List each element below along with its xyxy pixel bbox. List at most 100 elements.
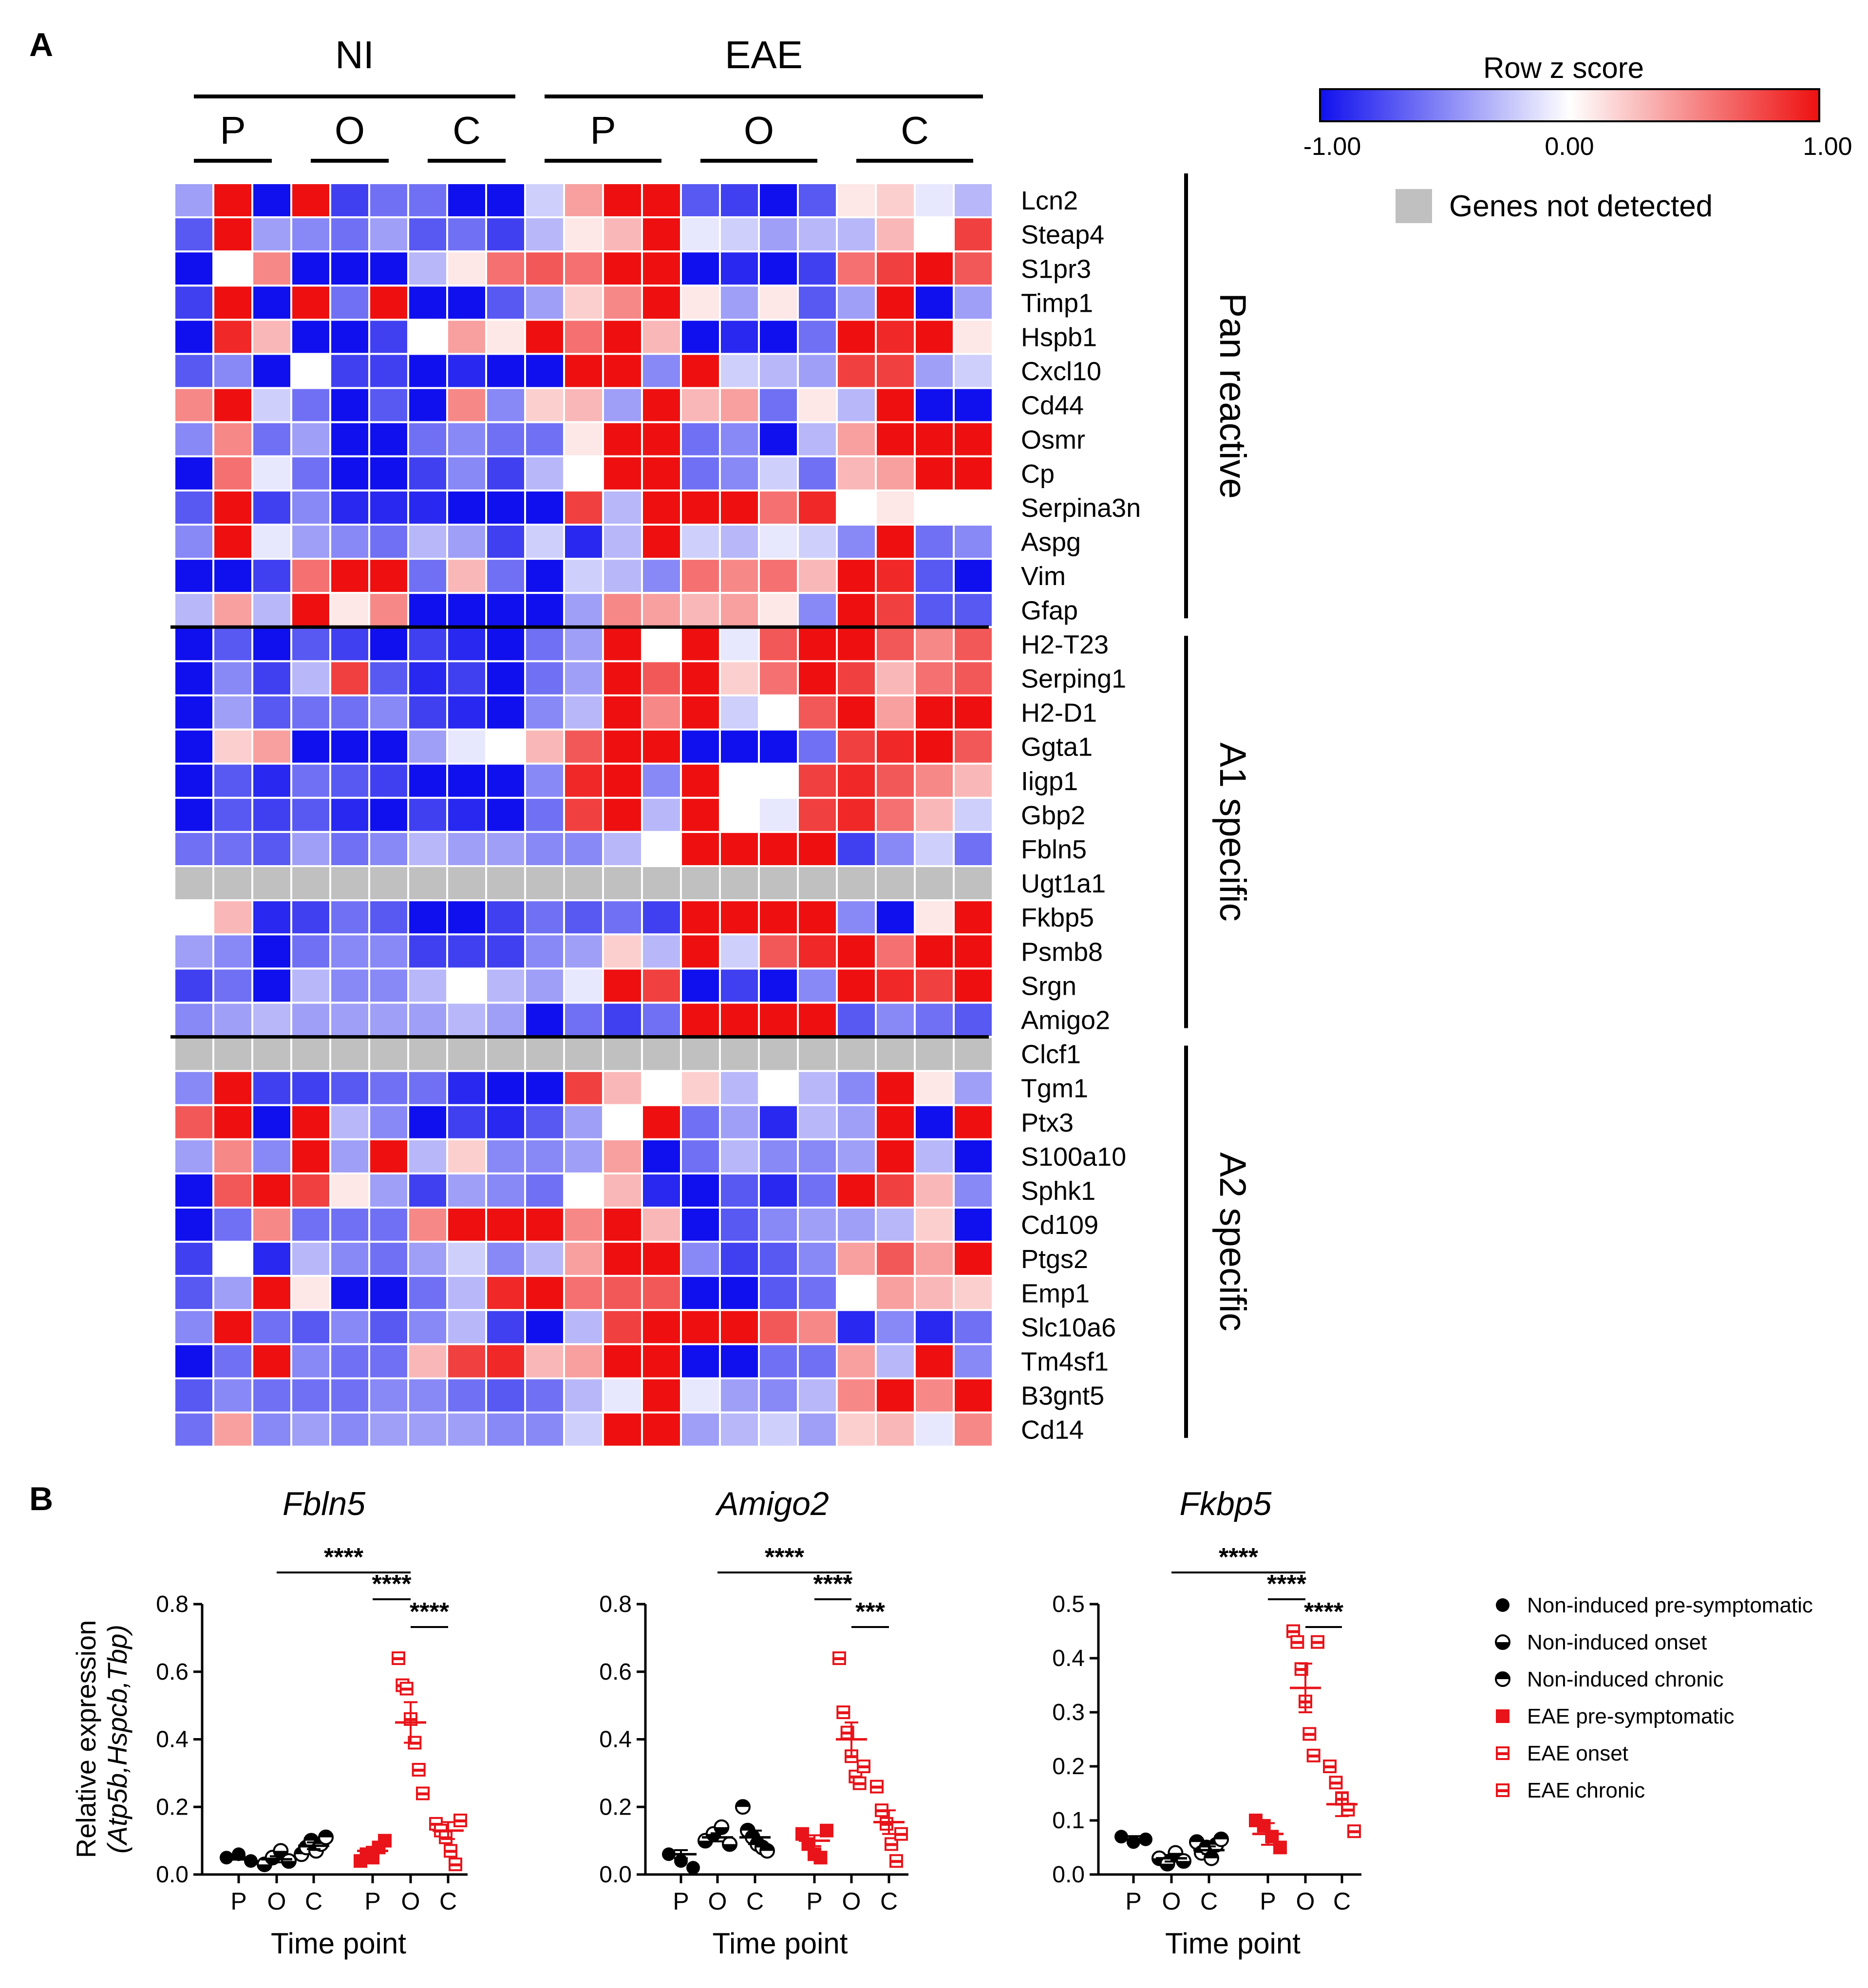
heatmap-cell bbox=[875, 592, 916, 628]
heatmap-cell bbox=[329, 967, 370, 1004]
y-tick-label: 0.2 bbox=[1052, 1754, 1085, 1780]
heatmap-cell bbox=[251, 831, 292, 868]
y-tick-label: 0.8 bbox=[599, 1591, 632, 1617]
heatmap-cell bbox=[329, 865, 370, 902]
heatmap-cell bbox=[797, 899, 838, 936]
heatmap-cell bbox=[329, 728, 370, 765]
data-point-fill bbox=[1496, 1642, 1509, 1649]
data-point-fill bbox=[853, 1782, 866, 1785]
heatmap-cell bbox=[758, 933, 799, 970]
gene-label: Emp1 bbox=[1021, 1279, 1090, 1308]
heatmap-cell bbox=[407, 182, 448, 219]
heatmap-cell bbox=[329, 319, 370, 355]
gene-label: Ptgs2 bbox=[1021, 1245, 1088, 1274]
heatmap-cell bbox=[407, 1002, 448, 1038]
significance-label: **** bbox=[813, 1570, 853, 1598]
data-point-fill bbox=[858, 1765, 869, 1768]
heatmap-cell bbox=[290, 319, 331, 355]
heatmap-cell bbox=[953, 1343, 994, 1380]
heatmap-cell bbox=[719, 1002, 760, 1038]
heatmap-cell bbox=[914, 1070, 955, 1106]
heatmap-cell bbox=[914, 1309, 955, 1345]
heatmap-cell bbox=[407, 694, 448, 731]
heatmap-cell bbox=[914, 1172, 955, 1209]
heatmap-cell bbox=[641, 1343, 682, 1380]
heatmap-cell bbox=[953, 1036, 994, 1072]
heatmap-cell bbox=[446, 1172, 487, 1209]
heatmap-cell bbox=[563, 353, 604, 389]
heatmap-cell bbox=[563, 1309, 604, 1345]
gene-label: Cd44 bbox=[1021, 391, 1084, 420]
heatmap-cell bbox=[836, 1207, 877, 1243]
heatmap-cell bbox=[251, 1241, 292, 1277]
significance-label: **** bbox=[1267, 1570, 1307, 1598]
heatmap-cell bbox=[719, 660, 760, 697]
heatmap-cell bbox=[563, 660, 604, 697]
heatmap-cell bbox=[524, 1172, 565, 1209]
heatmap-cell bbox=[953, 1309, 994, 1345]
heatmap-cell bbox=[797, 762, 838, 799]
heatmap-cell bbox=[719, 182, 760, 219]
heatmap-cell bbox=[173, 762, 214, 799]
heatmap-cell bbox=[485, 489, 526, 526]
heatmap-cell bbox=[602, 558, 643, 594]
heatmap-cell bbox=[368, 182, 409, 219]
heatmap-cell bbox=[563, 387, 604, 423]
heatmap-cell bbox=[602, 796, 643, 833]
heatmap-cell bbox=[836, 831, 877, 868]
heatmap-cell bbox=[914, 1275, 955, 1311]
heatmap-cell bbox=[251, 1411, 292, 1448]
x-tick-label: P bbox=[364, 1888, 380, 1915]
heatmap-cell bbox=[602, 1275, 643, 1311]
heatmap-cell bbox=[524, 558, 565, 594]
heatmap-cell bbox=[173, 353, 214, 389]
heatmap-cell bbox=[251, 1309, 292, 1345]
heatmap-cell bbox=[251, 592, 292, 628]
heatmap-cell bbox=[446, 353, 487, 389]
heatmap-cell bbox=[641, 1172, 682, 1209]
x-tick-label: P bbox=[230, 1888, 246, 1915]
heatmap-cell bbox=[290, 387, 331, 423]
heatmap-cell bbox=[368, 558, 409, 594]
data-point bbox=[813, 1851, 828, 1865]
heatmap-cell bbox=[290, 1309, 331, 1345]
heatmap-cell bbox=[797, 387, 838, 423]
heatmap-cell bbox=[836, 284, 877, 321]
colorbar-mid-label: 0.00 bbox=[1545, 133, 1594, 161]
heatmap-cell bbox=[368, 1138, 409, 1174]
heatmap-cell bbox=[290, 421, 331, 457]
heatmap-cell bbox=[797, 626, 838, 663]
heatmap-cell bbox=[563, 1070, 604, 1106]
heatmap-cell bbox=[875, 250, 916, 287]
heatmap-cell bbox=[251, 933, 292, 970]
heatmap-cell bbox=[173, 489, 214, 526]
heatmap-cell bbox=[173, 250, 214, 287]
heatmap-cell bbox=[524, 1275, 565, 1311]
heatmap-cell bbox=[485, 455, 526, 492]
data-point-fill bbox=[1160, 1863, 1174, 1871]
heatmap-cell bbox=[641, 1275, 682, 1311]
gene-label: Iigp1 bbox=[1021, 767, 1078, 796]
heatmap-cell bbox=[368, 353, 409, 389]
heatmap-cell bbox=[485, 1275, 526, 1311]
heatmap-cell bbox=[719, 558, 760, 594]
heatmap-cell bbox=[953, 1207, 994, 1243]
heatmap-cell bbox=[563, 524, 604, 560]
heatmap-cell bbox=[875, 967, 916, 1004]
heatmap-cell bbox=[680, 831, 721, 868]
heatmap-cell bbox=[797, 1070, 838, 1106]
heatmap-cell bbox=[173, 967, 214, 1004]
heatmap-cell bbox=[290, 1104, 331, 1140]
heatmap-cell bbox=[446, 1104, 487, 1140]
heatmap-cell bbox=[875, 1070, 916, 1106]
heatmap-cell bbox=[407, 1343, 448, 1380]
heatmap-cell bbox=[485, 421, 526, 457]
heatmap-cell bbox=[212, 899, 253, 936]
x-tick-label: P bbox=[1125, 1888, 1141, 1915]
x-tick-label: C bbox=[305, 1888, 322, 1915]
heatmap-cell bbox=[290, 1241, 331, 1277]
data-point-fill bbox=[1190, 1835, 1204, 1842]
heatmap-cell bbox=[251, 284, 292, 321]
heatmap-cell bbox=[953, 626, 994, 663]
heatmap-cell bbox=[680, 284, 721, 321]
